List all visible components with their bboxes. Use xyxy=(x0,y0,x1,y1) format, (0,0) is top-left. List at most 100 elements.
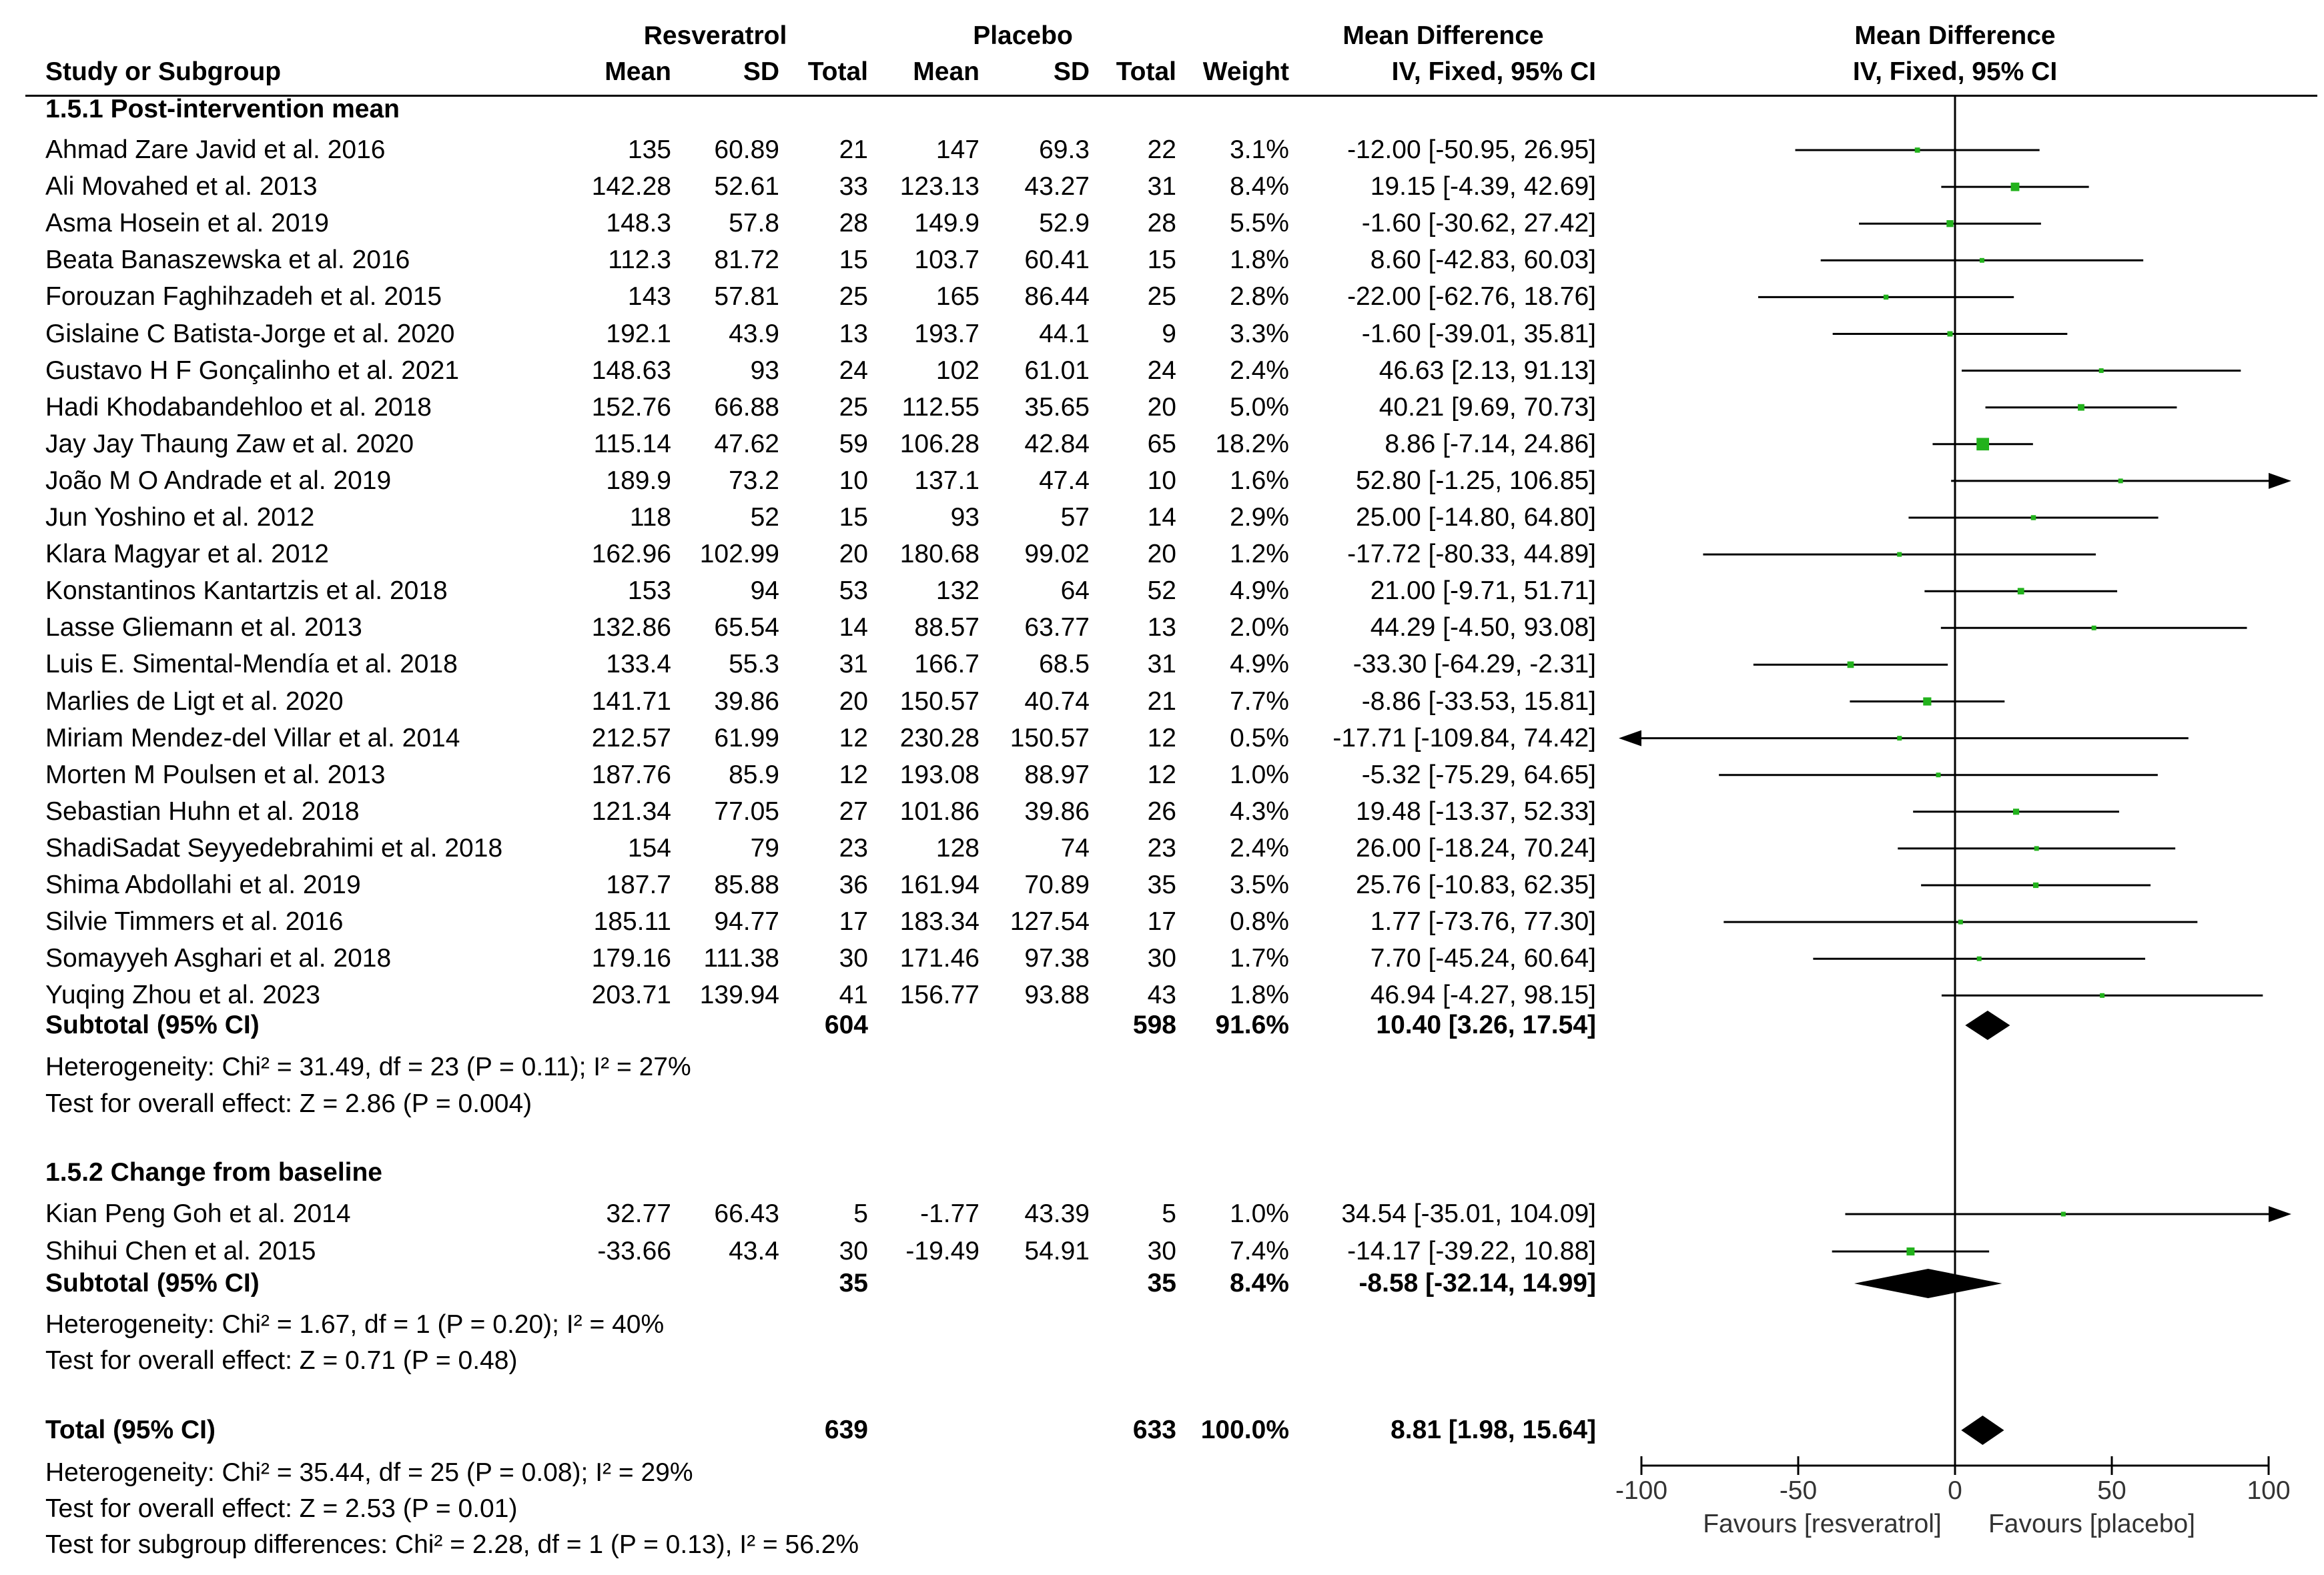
resveratrol-mean: 121.34 xyxy=(591,797,671,826)
pooled-diamond xyxy=(1854,1269,2002,1298)
header-weight: Weight xyxy=(1202,57,1289,86)
subgroup-heterogeneity: Heterogeneity: Chi² = 31.49, df = 23 (P … xyxy=(45,1053,691,1081)
resveratrol-sd: 77.05 xyxy=(714,797,779,826)
resveratrol-sd: 73.2 xyxy=(729,466,779,495)
placebo-total: 21 xyxy=(1147,686,1176,716)
study-weight: 0.5% xyxy=(1230,723,1289,752)
placebo-total: 20 xyxy=(1147,540,1176,569)
study-ci: -1.60 [-30.62, 27.42] xyxy=(1361,209,1596,238)
resveratrol-sd: 57.8 xyxy=(729,209,779,238)
resveratrol-sd: 60.89 xyxy=(714,135,779,164)
resveratrol-sd: 47.62 xyxy=(714,429,779,458)
pooled-diamond xyxy=(1965,1011,2010,1040)
study-ci: 19.15 [-4.39, 42.69] xyxy=(1370,172,1596,201)
effect-square xyxy=(1923,697,1932,706)
resveratrol-mean: 152.76 xyxy=(591,392,671,422)
effect-square xyxy=(2118,478,2123,484)
ci-arrow-right xyxy=(2269,472,2291,489)
placebo-mean: 102 xyxy=(935,356,980,385)
placebo-sd: 35.65 xyxy=(1024,392,1090,422)
placebo-sd: 54.91 xyxy=(1024,1237,1090,1265)
effect-square xyxy=(1897,736,1902,741)
ci-arrow-right xyxy=(2269,1206,2291,1222)
favours-left-label: Favours [resveratrol] xyxy=(1703,1510,1942,1538)
study-weight: 4.9% xyxy=(1230,650,1289,679)
study-ci: 19.48 [-13.37, 52.33] xyxy=(1356,797,1596,826)
study-ci: -17.71 [-109.84, 74.42] xyxy=(1332,723,1596,752)
resveratrol-sd: 81.72 xyxy=(714,245,779,275)
study-name: Sebastian Huhn et al. 2018 xyxy=(45,797,360,826)
resveratrol-total: 14 xyxy=(839,613,868,642)
study-weight: 1.0% xyxy=(1230,760,1289,789)
study-ci: 25.00 [-14.80, 64.80] xyxy=(1356,503,1596,532)
resveratrol-mean: 135 xyxy=(627,135,671,164)
resveratrol-total: 13 xyxy=(839,319,868,348)
resveratrol-sd: 57.81 xyxy=(714,282,779,312)
placebo-mean: 137.1 xyxy=(914,466,980,495)
placebo-total: 5 xyxy=(1162,1199,1176,1228)
resveratrol-total: 30 xyxy=(839,944,868,973)
subtotal-label: Total (95% CI) xyxy=(45,1416,216,1444)
study-weight: 3.5% xyxy=(1230,871,1289,899)
placebo-total: 15 xyxy=(1147,245,1176,275)
subtotal-label: Subtotal (95% CI) xyxy=(45,1011,260,1039)
placebo-sd: 57 xyxy=(1060,503,1090,532)
placebo-sd: 86.44 xyxy=(1024,282,1090,312)
placebo-sd: 63.77 xyxy=(1024,613,1090,642)
study-name: Shima Abdollahi et al. 2019 xyxy=(45,871,361,899)
placebo-sd: 47.4 xyxy=(1039,466,1090,495)
subtotal-weight: 8.4% xyxy=(1230,1269,1289,1297)
study-ci: 52.80 [-1.25, 106.85] xyxy=(1356,466,1596,495)
study-name: Gislaine C Batista-Jorge et al. 2020 xyxy=(45,319,455,348)
resveratrol-sd: 85.88 xyxy=(714,871,779,899)
placebo-mean: 165 xyxy=(935,282,980,312)
study-ci: -1.60 [-39.01, 35.81] xyxy=(1361,319,1596,348)
subtotal-ci: -8.58 [-32.14, 14.99] xyxy=(1359,1269,1596,1297)
resveratrol-sd: 102.99 xyxy=(699,540,779,569)
resveratrol-total: 17 xyxy=(839,907,868,937)
resveratrol-total: 59 xyxy=(839,429,868,458)
resveratrol-mean: -33.66 xyxy=(597,1237,671,1265)
resveratrol-sd: 52.61 xyxy=(714,172,779,201)
resveratrol-sd: 66.43 xyxy=(714,1199,779,1228)
placebo-mean: 193.7 xyxy=(914,319,980,348)
study-ci: 46.94 [-4.27, 98.15] xyxy=(1370,981,1596,1010)
study-ci: -14.17 [-39.22, 10.88] xyxy=(1347,1237,1596,1265)
placebo-total: 43 xyxy=(1147,981,1176,1010)
placebo-sd: 64 xyxy=(1060,576,1090,606)
placebo-sd: 43.27 xyxy=(1024,172,1090,201)
study-name: Miriam Mendez-del Villar et al. 2014 xyxy=(45,723,460,752)
study-weight: 2.4% xyxy=(1230,356,1289,385)
study-ci: 8.86 [-7.14, 24.86] xyxy=(1385,429,1596,458)
placebo-mean: 150.57 xyxy=(899,686,980,716)
study-ci: 26.00 [-18.24, 70.24] xyxy=(1356,833,1596,863)
resveratrol-total: 53 xyxy=(839,576,868,606)
study-name: Silvie Timmers et al. 2016 xyxy=(45,907,344,937)
study-name: Konstantinos Kantartzis et al. 2018 xyxy=(45,576,448,606)
study-weight: 2.4% xyxy=(1230,833,1289,863)
placebo-mean: 88.57 xyxy=(914,613,980,642)
placebo-mean: 147 xyxy=(935,135,980,164)
study-ci: -5.32 [-75.29, 64.65] xyxy=(1361,760,1596,789)
resveratrol-sd: 61.99 xyxy=(714,723,779,752)
resveratrol-mean: 154 xyxy=(627,833,671,863)
study-name: Marlies de Ligt et al. 2020 xyxy=(45,686,344,716)
study-weight: 3.1% xyxy=(1230,135,1289,164)
effect-square xyxy=(1947,331,1953,337)
study-ci: 8.60 [-42.83, 60.03] xyxy=(1370,245,1596,275)
effect-square xyxy=(1936,772,1941,778)
resveratrol-sd: 65.54 xyxy=(714,613,779,642)
study-weight: 4.3% xyxy=(1230,797,1289,826)
resveratrol-sd: 79 xyxy=(750,833,779,863)
resveratrol-mean: 185.11 xyxy=(593,907,671,937)
resveratrol-mean: 187.7 xyxy=(606,871,671,899)
study-name: Morten M Poulsen et al. 2013 xyxy=(45,760,386,789)
header-group-a: Resveratrol xyxy=(643,21,787,50)
placebo-sd: 70.89 xyxy=(1024,871,1090,899)
resveratrol-sd: 39.86 xyxy=(714,686,779,716)
effect-square xyxy=(1897,552,1902,557)
placebo-mean: 161.94 xyxy=(899,871,980,899)
resveratrol-total: 25 xyxy=(839,392,868,422)
header-sd-b: SD xyxy=(1053,57,1090,86)
